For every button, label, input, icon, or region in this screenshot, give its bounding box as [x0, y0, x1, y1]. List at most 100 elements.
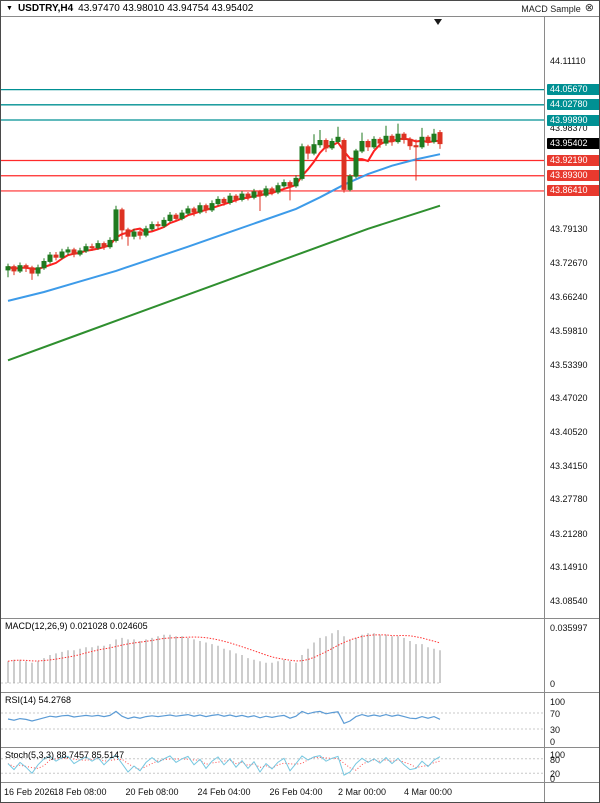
candle-body	[59, 251, 65, 258]
resistance-price-badge: 43.99890	[547, 115, 599, 126]
candle-body	[191, 208, 197, 213]
candle-body	[239, 193, 245, 200]
candle-body	[197, 205, 203, 213]
candle-body	[407, 138, 413, 147]
stoch-axis-tick: 20	[550, 769, 561, 780]
candle-body	[389, 135, 395, 143]
macd-pane[interactable]: MACD(12,26,9) 0.021028 0.024605 0.035997…	[1, 618, 599, 692]
price-axis[interactable]: 44.11110 43.98370 43.79130 43.72670 43.66240…	[544, 17, 599, 618]
candle-body	[167, 214, 173, 221]
candle-body	[293, 177, 299, 187]
stochastic-axis[interactable]: 100 80 20 0	[544, 748, 599, 784]
time-tick: 16 Feb 2026	[4, 787, 55, 797]
price-tick: 43.40520	[550, 427, 588, 438]
candle-body	[437, 132, 443, 145]
rsi-pane[interactable]: RSI(14) 54.2768 100 70 30 0	[1, 692, 599, 747]
price-tick: 43.79130	[550, 224, 588, 235]
candle-body	[329, 141, 335, 149]
candle-body	[23, 265, 29, 269]
support-price-badge: 43.89300	[547, 170, 599, 181]
macd-axis-tick: 0.035997	[550, 622, 588, 633]
price-tick: 43.34150	[550, 460, 588, 471]
candle-body	[353, 150, 359, 177]
candle-body	[107, 239, 113, 248]
candle-body	[401, 133, 407, 140]
candle-body	[251, 191, 257, 198]
macd-axis-tick: 0	[550, 679, 556, 689]
candle-body	[365, 141, 371, 148]
time-tick: 4 Mar 00:00	[403, 787, 453, 797]
indicator-name-label: MACD Sample	[521, 3, 581, 14]
candle-body	[275, 185, 281, 193]
candle-body	[119, 209, 125, 231]
rsi-axis-tick: 30	[550, 725, 561, 735]
candle-body	[185, 208, 191, 214]
candle-body	[299, 146, 305, 179]
candle-body	[383, 135, 389, 144]
price-chart-pane[interactable]: 44.11110 43.98370 43.79130 43.72670 43.66240…	[1, 17, 599, 618]
candle-body	[89, 246, 95, 249]
candle-body	[125, 229, 131, 237]
resistance-price-badge: 44.02780	[547, 99, 599, 110]
macd-axis[interactable]: 0.035997 0	[544, 619, 599, 692]
candle-body	[257, 191, 263, 196]
price-tick: 43.47020	[550, 393, 588, 404]
candle-body	[71, 249, 77, 255]
chart-shift-marker-icon[interactable]	[434, 19, 442, 25]
candle-body	[65, 249, 71, 253]
candle-body	[113, 209, 119, 241]
stoch-axis-tick: 80	[550, 754, 561, 765]
candle-body	[53, 254, 59, 258]
candle-body	[131, 231, 137, 237]
ma-slow-line	[7, 204, 441, 362]
candle-body	[17, 265, 23, 272]
close-indicator-icon[interactable]: ⊗	[584, 2, 594, 14]
ohlc-values: 43.97470 43.98010 43.94754 43.95402	[78, 3, 254, 14]
symbol-timeframe-label: USDTRY,H4	[17, 3, 74, 14]
stochastic-chart[interactable]	[1, 748, 544, 782]
candle-body	[287, 182, 293, 187]
time-tick: 20 Feb 08:00	[125, 787, 179, 797]
rsi-line	[7, 710, 441, 725]
price-tick: 43.98370	[550, 123, 588, 133]
candle-body	[29, 267, 35, 274]
candlestick-chart[interactable]	[1, 17, 544, 618]
macd-chart[interactable]	[1, 619, 544, 692]
candle-body	[41, 261, 47, 269]
candle-body	[209, 203, 215, 211]
time-tick: 18 Feb 08:00	[53, 787, 107, 797]
candle-body	[179, 212, 185, 219]
rsi-axis-tick: 70	[550, 709, 561, 719]
price-tick: 43.53390	[550, 359, 588, 370]
symbol-dropdown-icon[interactable]: ▼	[6, 5, 13, 12]
support-price-badge: 43.86410	[547, 185, 599, 196]
candle-body	[335, 136, 341, 143]
time-axis[interactable]: 16 Feb 2026 18 Feb 08:00 20 Feb 08:00 24 Fe…	[1, 782, 599, 802]
candle-body	[149, 224, 155, 230]
candle-body	[173, 214, 179, 219]
stoch-axis-tick: 100	[550, 750, 566, 760]
resistance-price-badge: 44.05670	[547, 84, 599, 95]
candle-body	[377, 138, 383, 144]
time-tick: 26 Feb 04:00	[269, 787, 323, 797]
stoch-axis-tick: 0	[550, 774, 556, 784]
chart-titlebar: ▼ USDTRY,H4 43.97470 43.98010 43.94754 4…	[1, 1, 599, 17]
time-tick: 2 Mar 00:00	[337, 787, 387, 797]
candle-body	[35, 267, 41, 274]
candle-body	[95, 243, 101, 249]
candle-body	[161, 219, 167, 227]
candle-body	[245, 193, 251, 198]
price-tick: 43.59810	[550, 325, 588, 336]
macd-signal-line	[7, 634, 441, 662]
rsi-chart[interactable]	[1, 693, 544, 747]
candle-body	[425, 136, 431, 143]
price-tick: 43.66240	[550, 292, 588, 303]
rsi-axis[interactable]: 100 70 30 0	[544, 693, 599, 747]
candle-body	[371, 138, 377, 148]
price-tick: 43.27780	[550, 494, 588, 505]
candle-body	[137, 231, 143, 236]
candle-body	[413, 145, 419, 148]
candle-body	[341, 140, 347, 190]
stochastic-pane[interactable]: Stoch(5,3,3) 88.7457 85.5147 100 80 20 0	[1, 747, 599, 784]
candle-body	[263, 188, 269, 196]
